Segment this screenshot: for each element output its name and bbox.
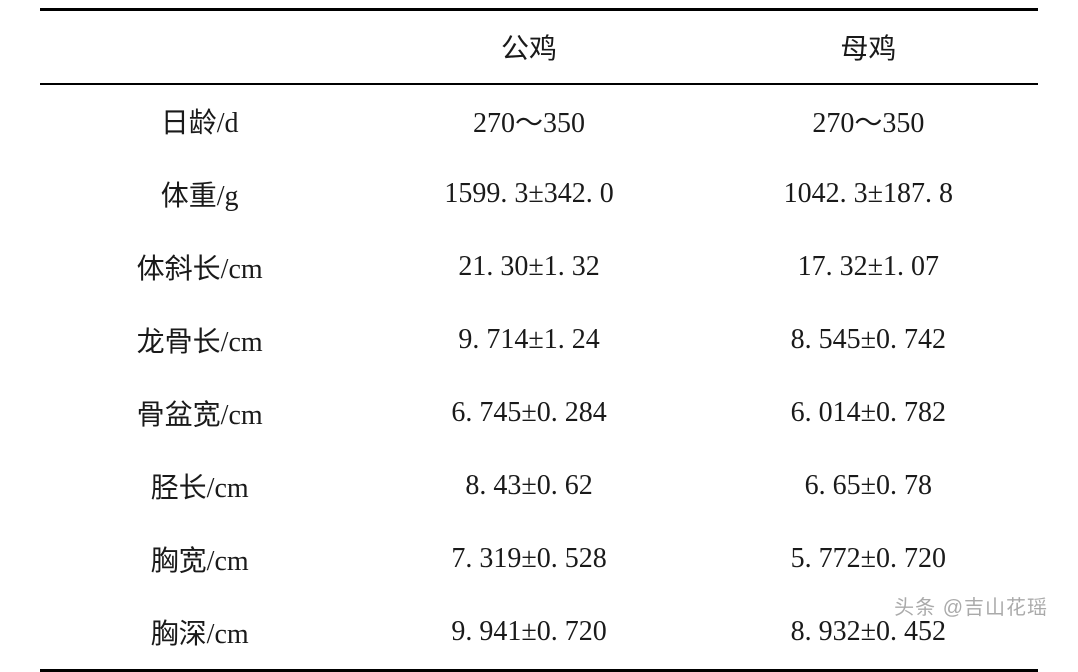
watermark-text: 头条 @吉山花瑶 (894, 591, 1048, 620)
measurements-table: 公鸡 母鸡 日龄/d 270～350 270～350 体重/g 1599. 3±… (40, 8, 1038, 672)
table-row: 骨盆宽/cm 6. 745±0. 284 6. 014±0. 782 (40, 377, 1038, 450)
header-blank (40, 10, 359, 85)
header-female: 母鸡 (699, 10, 1038, 85)
row-male: 9. 714±1. 24 (359, 304, 698, 377)
row-female: 1042. 3±187. 8 (699, 158, 1038, 231)
row-female: 17. 32±1. 07 (699, 231, 1038, 304)
row-male: 21. 30±1. 32 (359, 231, 698, 304)
table-row: 胸深/cm 9. 941±0. 720 8. 932±0. 452 (40, 596, 1038, 671)
row-female: 6. 65±0. 78 (699, 450, 1038, 523)
row-male: 270～350 (359, 84, 698, 158)
row-female: 6. 014±0. 782 (699, 377, 1038, 450)
row-male: 1599. 3±342. 0 (359, 158, 698, 231)
table-header-row: 公鸡 母鸡 (40, 10, 1038, 85)
row-label: 体重/g (40, 158, 359, 231)
table-row: 体斜长/cm 21. 30±1. 32 17. 32±1. 07 (40, 231, 1038, 304)
row-male: 6. 745±0. 284 (359, 377, 698, 450)
table-row: 体重/g 1599. 3±342. 0 1042. 3±187. 8 (40, 158, 1038, 231)
row-female: 270～350 (699, 84, 1038, 158)
header-male: 公鸡 (359, 10, 698, 85)
row-label: 龙骨长/cm (40, 304, 359, 377)
row-label: 胫长/cm (40, 450, 359, 523)
table-row: 日龄/d 270～350 270～350 (40, 84, 1038, 158)
measurements-table-container: 公鸡 母鸡 日龄/d 270～350 270～350 体重/g 1599. 3±… (0, 0, 1078, 672)
row-label: 日龄/d (40, 84, 359, 158)
row-male: 8. 43±0. 62 (359, 450, 698, 523)
row-male: 9. 941±0. 720 (359, 596, 698, 671)
row-male: 7. 319±0. 528 (359, 523, 698, 596)
row-label: 胸深/cm (40, 596, 359, 671)
row-female: 8. 545±0. 742 (699, 304, 1038, 377)
row-label: 骨盆宽/cm (40, 377, 359, 450)
table-row: 龙骨长/cm 9. 714±1. 24 8. 545±0. 742 (40, 304, 1038, 377)
table-row: 胫长/cm 8. 43±0. 62 6. 65±0. 78 (40, 450, 1038, 523)
table-row: 胸宽/cm 7. 319±0. 528 5. 772±0. 720 (40, 523, 1038, 596)
row-label: 胸宽/cm (40, 523, 359, 596)
row-label: 体斜长/cm (40, 231, 359, 304)
row-female: 5. 772±0. 720 (699, 523, 1038, 596)
